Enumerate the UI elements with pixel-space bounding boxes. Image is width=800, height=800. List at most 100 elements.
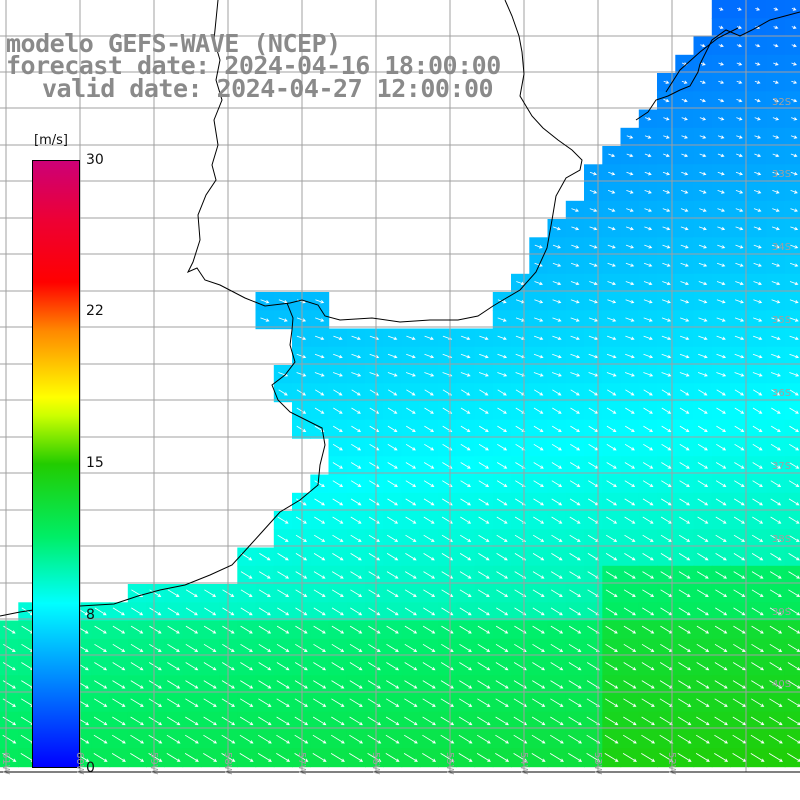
wind-arrow <box>570 353 581 359</box>
wind-arrow <box>550 698 564 707</box>
wind-arrow <box>203 734 218 744</box>
wind-arrow <box>732 698 747 707</box>
wind-arrow <box>312 698 327 707</box>
wind-speed-cell <box>784 127 800 147</box>
wind-arrow <box>477 625 491 634</box>
wind-arrow <box>754 80 761 84</box>
wind-arrow <box>422 753 437 762</box>
wind-arrow <box>515 372 526 377</box>
wind-arrow <box>771 244 780 249</box>
wind-arrow <box>460 443 471 451</box>
wind-arrow <box>717 208 725 212</box>
wind-arrow <box>276 716 290 726</box>
wind-arrow <box>714 680 728 689</box>
wind-arrow <box>550 680 564 689</box>
wind-arrow <box>696 716 710 726</box>
wind-arrow <box>716 443 727 451</box>
wind-arrow <box>734 372 745 377</box>
wind-arrow <box>387 462 398 469</box>
wind-arrow <box>642 462 654 469</box>
wind-arrow <box>769 625 783 634</box>
wind-speed-cell <box>784 36 800 56</box>
wind-arrow <box>203 662 217 671</box>
wind-arrow <box>679 462 690 469</box>
wind-speed-cell <box>784 620 800 640</box>
wind-arrow <box>716 353 727 359</box>
wind-arrow <box>773 80 779 84</box>
wind-arrow <box>570 281 580 286</box>
wind-arrow <box>477 662 491 671</box>
wind-arrow <box>495 753 510 762</box>
wind-arrow <box>276 734 291 744</box>
wind-arrow <box>735 226 744 231</box>
wind-arrow <box>331 716 345 726</box>
wind-arrow <box>715 480 727 488</box>
wind-arrow <box>477 698 491 707</box>
wind-arrow <box>552 244 561 249</box>
wind-arrow <box>768 753 783 762</box>
wind-arrow <box>680 299 690 304</box>
wind-arrow <box>789 299 799 304</box>
wind-arrow <box>644 226 653 231</box>
wind-arrow <box>789 353 800 359</box>
wind-arrow <box>791 117 798 121</box>
wind-arrow <box>3 625 16 634</box>
wind-arrow <box>773 62 779 66</box>
wind-arrow <box>605 571 618 579</box>
wind-arrow <box>754 153 762 158</box>
wind-arrow <box>681 171 689 176</box>
wind-arrow <box>680 317 690 322</box>
wind-arrow <box>405 372 416 377</box>
wind-arrow <box>405 534 417 542</box>
wind-arrow <box>423 571 436 579</box>
wind-arrow <box>314 480 325 488</box>
wind-speed-cell <box>784 711 800 731</box>
wind-arrow <box>644 171 652 176</box>
lat-label: 36S <box>772 388 792 399</box>
wind-arrow <box>349 734 364 744</box>
wind-arrow <box>717 153 725 158</box>
wind-arrow <box>770 443 781 451</box>
wind-arrow <box>94 662 108 671</box>
wind-arrow <box>662 262 671 267</box>
wind-arrow <box>789 443 800 451</box>
wind-arrow <box>770 498 782 506</box>
wind-arrow <box>735 281 744 286</box>
wind-arrow <box>750 698 765 707</box>
wind-arrow <box>754 62 761 66</box>
wind-arrow <box>130 643 144 652</box>
wind-arrow <box>185 680 199 689</box>
wind-arrow <box>203 680 217 689</box>
colorbar-tick-15: 15 <box>86 455 104 471</box>
wind-arrow <box>333 407 343 414</box>
wind-arrow <box>736 43 743 48</box>
wind-arrow <box>459 680 473 689</box>
wind-arrow <box>769 716 783 726</box>
wind-arrow <box>552 335 562 340</box>
wind-arrow <box>605 680 619 689</box>
wind-arrow <box>751 625 764 634</box>
wind-arrow <box>660 498 672 506</box>
wind-arrow <box>679 480 690 488</box>
wind-arrow <box>534 262 543 267</box>
wind-arrow <box>277 607 290 616</box>
wind-arrow <box>333 335 343 340</box>
wind-arrow <box>295 534 308 542</box>
wind-arrow <box>405 443 416 451</box>
wind-arrow <box>495 662 509 671</box>
wind-arrow <box>733 553 746 561</box>
wind-arrow <box>661 407 672 414</box>
wind-arrow <box>184 734 199 744</box>
wind-arrow <box>700 43 706 48</box>
wind-arrow <box>733 571 746 579</box>
wind-arrow <box>349 753 364 762</box>
wind-arrow <box>569 571 582 579</box>
wind-arrow <box>737 7 742 11</box>
lon-label: 58W <box>222 752 233 775</box>
wind-arrow <box>460 480 471 488</box>
wind-arrow <box>148 698 163 707</box>
wind-arrow <box>459 571 472 579</box>
wind-arrow <box>716 372 727 377</box>
wind-arrow <box>696 698 710 707</box>
lon-label: 61W <box>0 752 11 775</box>
